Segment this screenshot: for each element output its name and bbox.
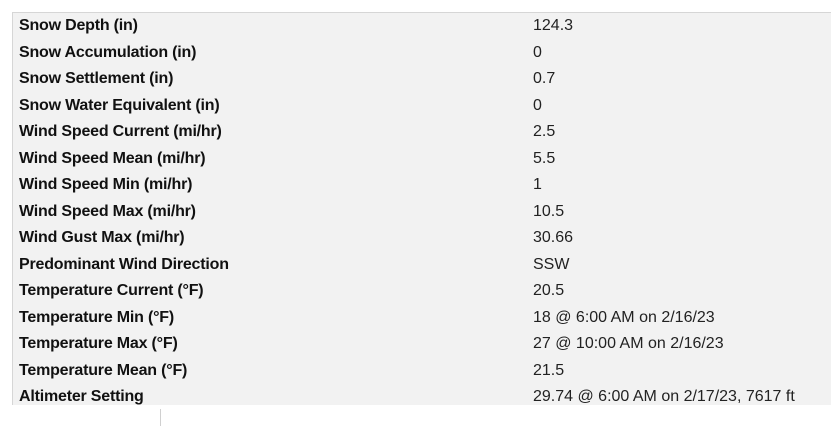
row-value: 0.7 xyxy=(533,70,556,88)
table-row: Snow Accumulation (in) 0 xyxy=(13,40,831,67)
table-row: Wind Speed Mean (mi/hr) 5.5 xyxy=(13,146,831,173)
table-row: Temperature Min (°F) 18 @ 6:00 AM on 2/1… xyxy=(13,305,831,332)
row-label: Wind Speed Current (mi/hr) xyxy=(19,123,222,141)
row-value: 5.5 xyxy=(533,149,556,167)
panel-footer-gap xyxy=(0,405,831,426)
row-label: Temperature Current (°F) xyxy=(19,282,204,300)
row-label: Temperature Max (°F) xyxy=(19,335,178,353)
row-value: 2.5 xyxy=(533,123,556,141)
table-row: Wind Speed Max (mi/hr) 10.5 xyxy=(13,199,831,226)
row-value: SSW xyxy=(533,255,570,273)
table-row: Wind Speed Min (mi/hr) 1 xyxy=(13,172,831,199)
row-label: Altimeter Setting xyxy=(19,388,144,405)
row-label: Wind Gust Max (mi/hr) xyxy=(19,229,185,247)
row-value: 29.74 @ 6:00 AM on 2/17/23, 7617 ft xyxy=(533,388,795,405)
table-row: Altimeter Setting 29.74 @ 6:00 AM on 2/1… xyxy=(13,384,831,405)
table-row: Snow Depth (in) 124.3 xyxy=(13,13,831,40)
row-value: 18 @ 6:00 AM on 2/16/23 xyxy=(533,308,715,326)
table-row: Temperature Max (°F) 27 @ 10:00 AM on 2/… xyxy=(13,331,831,358)
table-row: Temperature Mean (°F) 21.5 xyxy=(13,358,831,385)
row-label: Temperature Min (°F) xyxy=(19,308,175,326)
row-label: Snow Depth (in) xyxy=(19,17,138,35)
observations-table-body: Snow Depth (in) 124.3 Snow Accumulation … xyxy=(13,13,831,405)
row-label: Snow Accumulation (in) xyxy=(19,43,197,61)
row-value: 0 xyxy=(533,43,542,61)
divider xyxy=(160,409,161,426)
row-label: Temperature Mean (°F) xyxy=(19,361,188,379)
row-value: 124.3 xyxy=(533,17,574,35)
row-value: 30.66 xyxy=(533,229,574,247)
row-label: Predominant Wind Direction xyxy=(19,255,229,273)
row-label: Wind Speed Min (mi/hr) xyxy=(19,176,193,194)
table-row: Predominant Wind Direction SSW xyxy=(13,252,831,279)
row-value: 10.5 xyxy=(533,202,565,220)
observations-table: Snow Depth (in) 124.3 Snow Accumulation … xyxy=(13,13,831,405)
row-label: Snow Water Equivalent (in) xyxy=(19,96,220,114)
row-value: 27 @ 10:00 AM on 2/16/23 xyxy=(533,335,724,353)
row-value: 0 xyxy=(533,96,542,114)
table-row: Wind Speed Current (mi/hr) 2.5 xyxy=(13,119,831,146)
row-value: 1 xyxy=(533,176,542,194)
table-row: Temperature Current (°F) 20.5 xyxy=(13,278,831,305)
row-label: Wind Speed Max (mi/hr) xyxy=(19,202,196,220)
table-row: Snow Water Equivalent (in) 0 xyxy=(13,93,831,120)
row-value: 21.5 xyxy=(533,361,565,379)
row-label: Snow Settlement (in) xyxy=(19,70,174,88)
table-row: Wind Gust Max (mi/hr) 30.66 xyxy=(13,225,831,252)
row-label: Wind Speed Mean (mi/hr) xyxy=(19,149,206,167)
table-row: Snow Settlement (in) 0.7 xyxy=(13,66,831,93)
row-value: 20.5 xyxy=(533,282,565,300)
observations-table-container: Snow Depth (in) 124.3 Snow Accumulation … xyxy=(12,12,831,405)
